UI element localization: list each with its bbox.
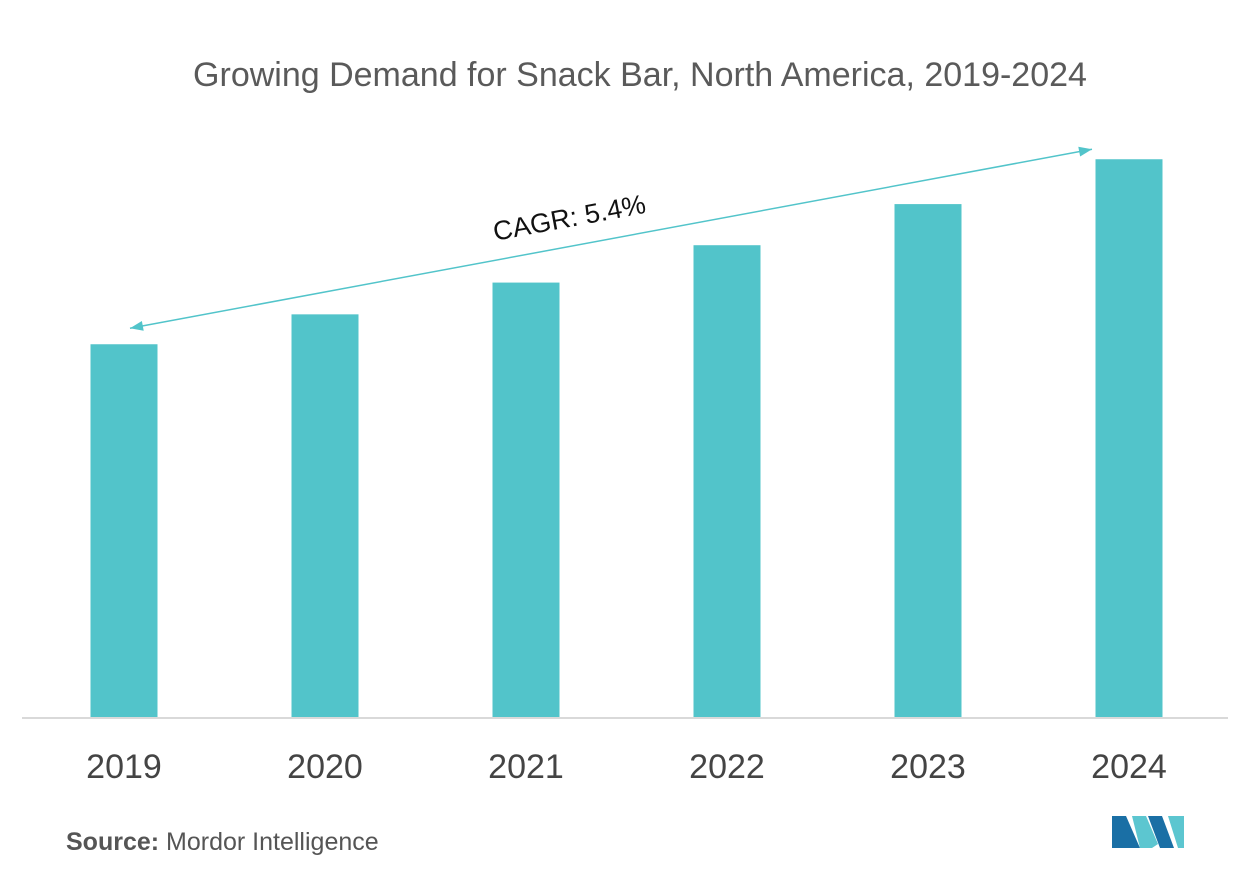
source-note: Source: Mordor Intelligence [66, 828, 379, 857]
x-tick-label-2023: 2023 [890, 748, 966, 786]
bar-2024 [1095, 159, 1163, 718]
x-tick-label-2024: 2024 [1091, 748, 1167, 786]
x-tick-labels: 2019 2020 2021 2022 2023 2024 [86, 748, 1167, 786]
bars-group [90, 159, 1163, 719]
bar-2022 [693, 245, 761, 719]
chart-title: Growing Demand for Snack Bar, North Amer… [193, 56, 1087, 94]
cagr-arrow-line [129, 148, 1093, 329]
x-tick-label-2019: 2019 [86, 748, 162, 786]
source-label: Source: [66, 828, 160, 856]
bar-2019 [90, 344, 158, 718]
x-tick-label-2020: 2020 [287, 748, 363, 786]
source-text: Mordor Intelligence [166, 828, 379, 856]
bar-2021 [492, 282, 560, 718]
x-tick-label-2021: 2021 [488, 748, 564, 786]
cagr-arrowhead-end [1078, 146, 1092, 157]
bar-2023 [894, 204, 962, 718]
cagr-arrowhead-start [130, 320, 144, 331]
mordor-intelligence-logo-icon [1112, 816, 1184, 848]
bar-2020 [291, 314, 359, 718]
x-tick-label-2022: 2022 [689, 748, 765, 786]
cagr-label: CAGR: 5.4% [491, 189, 648, 247]
